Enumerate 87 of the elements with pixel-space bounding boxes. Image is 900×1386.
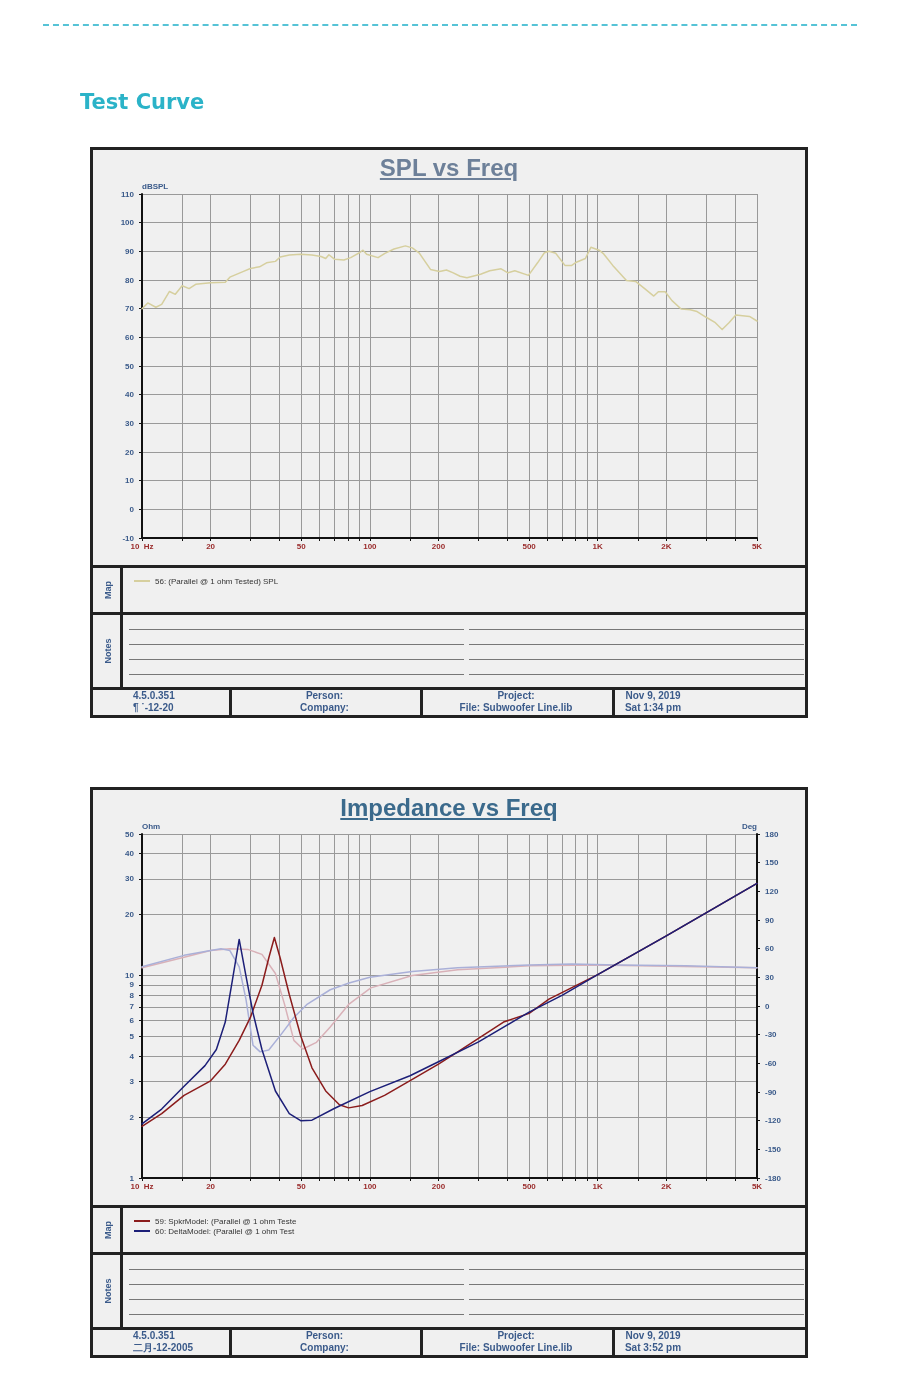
text: File: Subwoofer Line.lib xyxy=(458,702,574,714)
x-tick-label: 2K xyxy=(661,1181,672,1191)
y-tick-label: 20 xyxy=(125,910,135,920)
x-tick-label: 500 xyxy=(522,1181,537,1191)
x-tick-label: 1K xyxy=(592,541,604,551)
y2-tick-label: -120 xyxy=(765,1116,782,1126)
x-tick-label: 50 xyxy=(296,541,307,551)
y-axis-title: dBSPL xyxy=(142,181,169,191)
x-tick-label: 500 xyxy=(522,541,537,551)
x-tick-label: 20 xyxy=(206,541,216,551)
y2-tick-label: 180 xyxy=(765,829,779,839)
y2-tick-label: 0 xyxy=(765,1001,770,1011)
text: Sat 1:34 pm xyxy=(623,702,683,714)
text: Person: xyxy=(304,1330,345,1342)
y-tick-label: 10 xyxy=(125,476,135,486)
x-tick-label: 50 xyxy=(296,1181,307,1191)
x-tick-label: 100 xyxy=(363,1181,378,1191)
x-tick-label: 20 xyxy=(206,1181,216,1191)
text: Sat 3:52 pm xyxy=(623,1342,683,1354)
x-tick-label: 200 xyxy=(431,541,446,551)
y-tick-label: 90 xyxy=(125,246,135,256)
y-tick-label: 30 xyxy=(125,874,135,884)
x-tick-label: 5K xyxy=(751,541,763,551)
y-tick-label: 8 xyxy=(129,990,135,1000)
y-tick-label: 60 xyxy=(125,332,135,342)
y2-tick-label: 150 xyxy=(765,858,779,868)
y-tick-label: 50 xyxy=(125,361,135,371)
x-tick-label: 5K xyxy=(751,1181,763,1191)
y-tick-label: 20 xyxy=(125,447,135,457)
y-tick-label: 30 xyxy=(125,418,135,428)
y2-tick-label: 90 xyxy=(765,915,775,925)
y-tick-label: 6 xyxy=(129,1015,135,1025)
y-tick-label: 40 xyxy=(125,390,135,400)
y-tick-label: 10 xyxy=(125,971,135,981)
y-tick-label: 1 xyxy=(129,1173,135,1183)
text: 4.5.0.351 xyxy=(133,1330,176,1342)
y-tick-label: 7 xyxy=(129,1002,135,1012)
y-tick-label: 100 xyxy=(120,218,135,228)
text: Nov 9, 2019 xyxy=(624,1330,682,1342)
text: Map xyxy=(103,581,113,599)
y-tick-label: 50 xyxy=(125,829,135,839)
x-tick-label: 2K xyxy=(661,541,672,551)
text: Project: xyxy=(496,1330,536,1342)
y2-tick-label: 30 xyxy=(765,972,775,982)
text: Test Curve xyxy=(80,90,205,114)
y2-tick-label: -90 xyxy=(765,1087,778,1097)
y2-axis-title: Deg xyxy=(741,821,758,831)
y-tick-label: 40 xyxy=(125,849,135,859)
x-tick-label: 10 Hz xyxy=(130,1181,154,1191)
chart-title: SPL vs Freq xyxy=(378,154,520,182)
y-tick-label: 70 xyxy=(125,304,135,314)
text: ¶ ˙-12-20 xyxy=(133,702,175,714)
text: 4.5.0.351 xyxy=(133,690,176,702)
text: Nov 9, 2019 xyxy=(624,690,682,702)
text: Notes xyxy=(102,638,113,664)
x-tick-label: 100 xyxy=(363,541,378,551)
y2-tick-label: -150 xyxy=(765,1144,782,1154)
text: Map xyxy=(103,1221,113,1239)
y-tick-label: 9 xyxy=(129,980,135,990)
text: Person: xyxy=(304,690,345,702)
text: Company: xyxy=(299,1342,350,1354)
y2-tick-label: -30 xyxy=(765,1030,778,1040)
y-tick-label: 4 xyxy=(129,1051,135,1061)
x-tick-label: 1K xyxy=(592,1181,604,1191)
y-tick-label: 3 xyxy=(129,1076,135,1086)
chart-title: Impedance vs Freq xyxy=(339,794,559,822)
x-tick-label: 10 Hz xyxy=(130,541,154,551)
text: 二月-12-2005 xyxy=(133,1342,195,1354)
y2-tick-label: 120 xyxy=(765,886,779,896)
y2-tick-label: -60 xyxy=(765,1058,778,1068)
legend-label: 60: DeltaModel: (Parallel @ 1 ohm Test xyxy=(155,1226,295,1236)
y-tick-label: 2 xyxy=(129,1112,135,1122)
y-tick-label: -10 xyxy=(122,533,135,543)
text: Company: xyxy=(299,702,350,714)
text: Notes xyxy=(102,1278,113,1304)
y-tick-label: 0 xyxy=(129,504,135,514)
y-tick-label: 80 xyxy=(125,275,135,285)
y2-tick-label: 60 xyxy=(765,944,775,954)
text: Project: xyxy=(496,690,536,702)
y-axis-title: Ohm xyxy=(142,821,161,831)
y2-tick-label: -180 xyxy=(765,1173,782,1183)
y-tick-label: 110 xyxy=(121,189,135,199)
text: File: Subwoofer Line.lib xyxy=(458,1342,574,1354)
legend-label: 59: SpkrModel: (Parallel @ 1 ohm Teste xyxy=(155,1216,297,1226)
x-tick-label: 200 xyxy=(431,1181,446,1191)
y-tick-label: 5 xyxy=(129,1031,135,1041)
legend-label: 56: (Parallel @ 1 ohm Tested) SPL xyxy=(155,576,279,586)
